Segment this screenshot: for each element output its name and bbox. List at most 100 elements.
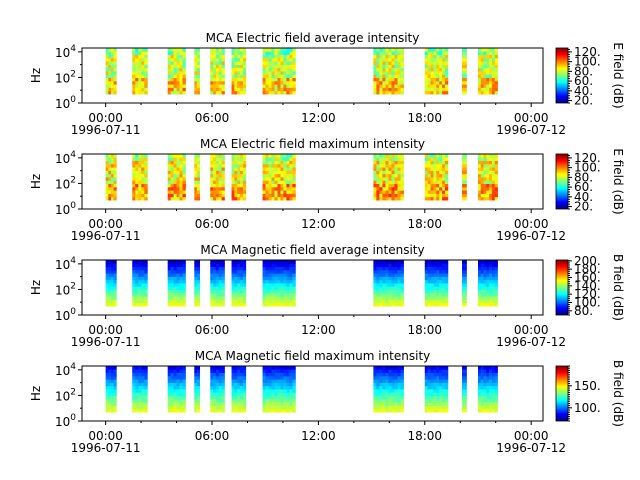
heatmap-cell [462,292,467,297]
heatmap-cell [135,186,139,191]
heatmap-cell [144,190,148,194]
heatmap-cell [167,279,172,284]
heatmap-cell [373,395,377,400]
heatmap-cell [110,395,115,400]
heatmap-cell [179,395,183,400]
heatmap-cell [221,154,225,158]
heatmap-cell [397,292,401,297]
heatmap-cell [141,273,145,277]
heatmap-cell [108,366,112,370]
heatmap-cell [196,48,201,52]
heatmap-cell [480,299,484,304]
heatmap-cell [427,87,431,92]
heatmap-cell [373,286,377,291]
heatmap-cell [210,157,214,161]
heatmap-cell [430,157,434,161]
heatmap-cell [433,77,437,82]
heatmap-cell [427,193,431,198]
heatmap-cell [170,372,175,377]
heatmap-cell [262,289,266,294]
heatmap-cell [391,183,395,188]
heatmap-cell [483,84,487,88]
heatmap-cell [132,71,136,75]
colorbar-tick-label: 80. [574,170,593,184]
heatmap-cell [265,71,269,75]
heatmap-cell [400,279,404,284]
heatmap-cell [462,296,467,300]
heatmap-cell [382,170,386,175]
heatmap-cell [144,67,148,72]
heatmap-cell [242,90,247,95]
heatmap-cell [215,269,220,274]
heatmap-cell [213,389,217,393]
heatmap-cell [388,173,392,178]
heatmap-cell [194,296,198,300]
heatmap-cell [179,173,183,178]
heatmap-cell [286,286,290,291]
heatmap-cell [132,375,136,380]
heatmap-cell [105,71,109,75]
heatmap-cell [108,385,112,390]
heatmap-cell [105,51,109,55]
heatmap-cell [262,177,266,181]
heatmap-cell [135,190,139,194]
heatmap-cell [442,379,446,383]
heatmap-cell [262,292,266,297]
heatmap-cell [394,57,398,62]
heatmap-cell [491,180,496,185]
heatmap-cell [176,263,180,267]
heatmap-cell [388,266,392,271]
heatmap-cell [132,190,136,194]
heatmap-cell [231,398,235,403]
heatmap-cell [286,372,290,377]
heatmap-cell [388,160,392,165]
heatmap-cell [194,279,198,284]
heatmap-cell [477,402,482,406]
heatmap-cell [221,283,225,287]
heatmap-cell [477,74,482,79]
heatmap-cell [477,283,482,287]
x-tick-label: 12:00 [301,111,336,125]
heatmap-cell [271,292,275,297]
heatmap-cell [289,64,293,69]
heatmap-cell [210,90,214,95]
heatmap-cell [292,74,296,79]
heatmap-cell [483,263,487,267]
heatmap-cell [105,372,109,377]
heatmap-cell [430,177,434,181]
heatmap-cell [400,366,404,370]
heatmap-cell [477,183,482,188]
heatmap-cell [388,87,392,92]
heatmap-cell [132,392,136,397]
heatmap-cell [268,375,272,380]
heatmap-cell [234,77,238,82]
heatmap-cell [234,48,238,52]
heatmap-cell [373,289,377,294]
heatmap-cell [138,405,142,410]
heatmap-cell [427,54,431,59]
heatmap-cell [262,296,266,300]
heatmap-cell [242,157,247,161]
heatmap-cell [397,389,401,393]
heatmap-cell [242,296,247,300]
heatmap-cell [391,385,395,390]
heatmap-cell [483,395,487,400]
heatmap-cell [105,193,109,198]
heatmap-cell [265,283,269,287]
heatmap-cell [424,51,429,55]
heatmap-cell [391,395,395,400]
heatmap-cell [385,90,389,95]
heatmap-cell [113,283,117,287]
heatmap-cell [234,183,238,188]
heatmap-cell [480,177,484,181]
heatmap-cell [400,289,404,294]
heatmap-cell [442,366,446,370]
heatmap-cell [283,283,287,287]
heatmap-cell [108,51,112,55]
heatmap-cell [283,382,287,387]
heatmap-cell [240,84,244,88]
heatmap-cell [462,395,467,400]
heatmap-cell [221,180,225,185]
heatmap-cell [268,402,272,406]
heatmap-cell [394,186,398,191]
